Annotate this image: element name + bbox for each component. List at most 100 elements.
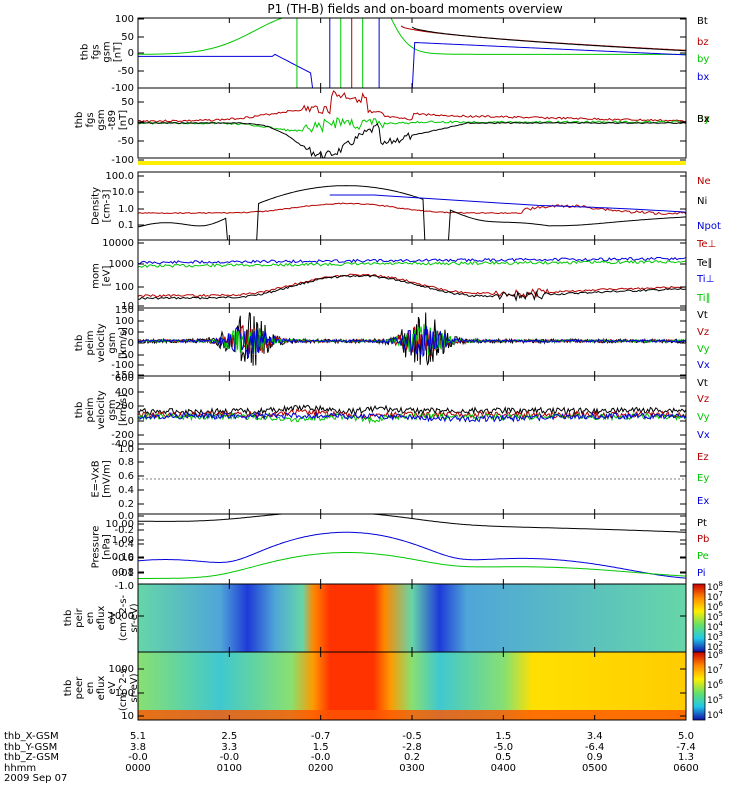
x-tick-value-t: 0100 <box>217 763 242 774</box>
panel-plot <box>138 652 686 720</box>
y-axis-label-line: [eV] <box>102 266 113 287</box>
y-tick-label: 50 <box>121 32 134 43</box>
x-tick-value-t: 0600 <box>673 763 698 774</box>
x-tick-value-x: -0.5 <box>402 731 422 742</box>
y-axis-label-line: en <box>85 682 96 695</box>
y-axis-label: mom [eV] <box>91 263 113 289</box>
panel-plot <box>138 311 686 366</box>
y-tick-label: 10000 <box>102 238 134 249</box>
y-axis-label-line: thb <box>63 610 74 627</box>
legend-bz: bz <box>697 37 709 48</box>
series-ni-line <box>138 185 686 240</box>
y-axis-label-line: [nT] <box>118 110 129 130</box>
series-vx-line <box>138 326 686 359</box>
legend-ne: Ne <box>697 176 711 187</box>
legend-vx: Vx <box>697 360 710 371</box>
y-axis-label-line: thb <box>80 44 91 61</box>
legend-ey: Ey <box>697 473 709 484</box>
colorbar-tick-exponent: 5 <box>718 610 722 618</box>
colorbar-tick-exponent: 8 <box>718 580 722 588</box>
legend-pb: Pb <box>697 534 709 545</box>
colorbar-tick-exponent: 5 <box>718 693 722 701</box>
y-axis-label-line: gsm <box>107 332 118 353</box>
x-tick-value-x: 3.4 <box>587 731 603 742</box>
y-tick-label: 100.0 <box>105 171 134 182</box>
x-tick-value-x: 5.1 <box>130 731 146 742</box>
legend-vy: Vy <box>697 344 710 355</box>
x-row-label: thb_Y-GSM <box>4 742 57 753</box>
y-tick-label: -0.8 <box>114 567 134 578</box>
y-tick-label: -150 <box>111 370 134 381</box>
series-tipar-line <box>138 259 686 268</box>
panel-plot <box>138 584 686 652</box>
y-axis-label-line: peim <box>85 330 96 355</box>
y-tick-label: 50 <box>121 97 134 108</box>
series-vx-line <box>138 411 686 423</box>
y-tick-label: -1.0 <box>114 581 134 592</box>
x-tick-value-z: 0.5 <box>495 752 511 763</box>
series-tiperp-line <box>138 256 686 265</box>
colorbar-tick-exponent: 2 <box>718 640 722 648</box>
x-tick-value-y: -6.4 <box>585 742 605 753</box>
x-tick-value-t: 0400 <box>491 763 516 774</box>
x-tick-value-x: 2.5 <box>221 731 237 742</box>
y-axis-label-line: -t89 <box>107 110 118 130</box>
y-tick-label: 0.1 <box>118 220 134 231</box>
y-axis-label-line: fgs <box>85 112 96 127</box>
y-tick-label: 100 <box>115 282 134 293</box>
y-axis-label-line: gsm <box>107 399 118 420</box>
legend-vz: Vz <box>697 327 709 338</box>
series-bz-line <box>138 90 686 123</box>
y-axis-label-line: velocity <box>96 323 107 362</box>
heatmap-fill <box>138 652 686 720</box>
y-tick-label: 10.0 <box>112 187 134 198</box>
colorbar-tick-exponent: 3 <box>718 630 722 638</box>
y-axis-label-line: [nT] <box>113 42 124 62</box>
colorbar-rect <box>692 651 706 721</box>
series-tepar-line <box>138 274 686 302</box>
x-tick-value-z: -0.0 <box>311 752 331 763</box>
y-axis-label-line: en <box>85 612 96 625</box>
figure-title: P1 (TH-B) fields and on-board moments ov… <box>267 2 563 16</box>
legend-ti⊥: Ti⊥ <box>696 274 714 285</box>
x-tick-value-x: -0.7 <box>311 731 331 742</box>
x-tick-value-y: -5.0 <box>494 742 514 753</box>
panel-frame <box>137 513 687 585</box>
y-tick-label: 0.01 <box>112 568 134 579</box>
panel-plot <box>138 18 686 88</box>
legend-ex: Ex <box>697 496 709 507</box>
y-axis-label-line: thb <box>74 335 85 352</box>
y-tick-label: 100 <box>115 688 134 699</box>
x-tick-value-t: 0500 <box>582 763 607 774</box>
y-tick-label: -100 <box>111 155 134 166</box>
y-axis-label: thb peir en eflux eV (cm^2-s-sr-eV) <box>63 594 140 641</box>
y-axis-label-line: [nPa] <box>102 534 113 560</box>
y-tick-label: 0.4 <box>118 485 134 496</box>
series-pe-line <box>138 552 686 579</box>
y-tick-label: 1.0 <box>118 444 134 455</box>
y-tick-label: 0.8 <box>118 457 134 468</box>
legend-vt: Vt <box>697 378 708 389</box>
y-tick-label: -100 <box>111 360 134 371</box>
x-tick-value-z: -0.0 <box>220 752 240 763</box>
legend-by: by <box>697 54 709 65</box>
series-vt-line <box>138 404 686 416</box>
legend-bx: Bx <box>697 114 710 125</box>
y-axis-label-line: [km/s] <box>118 327 129 359</box>
colorbar-tick-exponent: 7 <box>718 590 722 598</box>
panel-efield: 1.0 0.8 0.6 0.4 0.20.0 -0.2 -0.4 -0.6 -0.8 -1.0 E=… <box>91 443 709 592</box>
panel-density: 100.0 10.0 1.0 0.1 Density [cm-3] Ne Ni Npot <box>91 171 721 241</box>
y-tick-label: 0 <box>128 416 134 427</box>
y-axis-label-line: thb <box>63 680 74 697</box>
series-ne-line <box>138 202 686 215</box>
legend-npot: Npot <box>697 221 721 232</box>
y-axis-label-line: [cm-3] <box>102 189 113 222</box>
colorbar-tick-label: 107 <box>707 663 723 676</box>
legend-vz: Vz <box>697 394 709 405</box>
y-axis-label-line: eV <box>107 611 118 624</box>
panel-plot <box>138 90 686 158</box>
